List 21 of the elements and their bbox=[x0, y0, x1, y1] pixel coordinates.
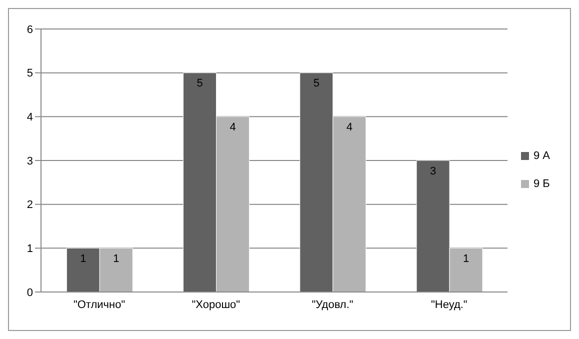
x-tick-label: "Неуд." bbox=[430, 298, 468, 311]
data-label: 3 bbox=[430, 165, 436, 178]
data-label: 4 bbox=[230, 121, 236, 134]
data-label: 1 bbox=[80, 252, 86, 265]
x-tick-label: "Хорошо" bbox=[192, 298, 240, 311]
y-tick-label: 1 bbox=[26, 243, 33, 256]
data-label: 1 bbox=[462, 252, 470, 265]
data-label: 5 bbox=[196, 78, 203, 90]
x-tick-label: "Отлично" bbox=[73, 298, 126, 311]
y-tick-label: 2 bbox=[26, 199, 33, 212]
x-tick-label: "Удовл." bbox=[312, 298, 354, 311]
legend-label: 9 Б bbox=[533, 178, 550, 190]
legend-label: 9 А bbox=[533, 150, 550, 162]
y-tick-label: 0 bbox=[26, 286, 33, 299]
data-label: 1 bbox=[113, 252, 120, 265]
data-label: 5 bbox=[313, 78, 320, 90]
y-tick-label: 5 bbox=[26, 68, 33, 80]
y-tick-label: 4 bbox=[26, 112, 33, 124]
y-tick-label: 6 bbox=[26, 24, 33, 36]
y-tick-label: 3 bbox=[26, 155, 33, 168]
data-label: 4 bbox=[346, 121, 352, 134]
